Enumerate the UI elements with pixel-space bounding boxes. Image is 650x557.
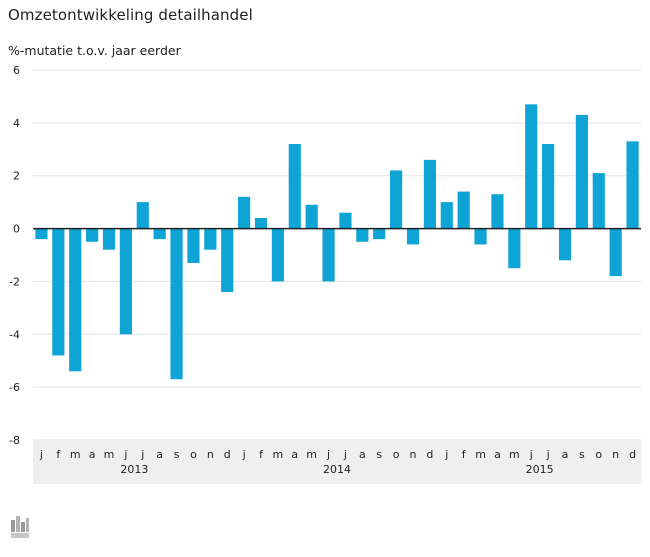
bar [626, 141, 639, 229]
x-tick-label: a [291, 448, 298, 461]
bar [457, 191, 470, 229]
y-tick-label: -4 [9, 328, 20, 341]
bar [406, 228, 420, 245]
bar [390, 170, 403, 229]
bar [542, 144, 555, 229]
bar [254, 218, 268, 229]
bar [609, 228, 622, 277]
bar [288, 144, 301, 229]
chart-title: Omzetontwikkeling detailhandel [8, 6, 253, 24]
bar [221, 228, 234, 292]
bar [86, 228, 99, 242]
x-tick-label: a [562, 448, 569, 461]
bar [153, 228, 166, 240]
x-tick-label: f [462, 448, 467, 461]
x-tick-label: o [393, 448, 400, 461]
bar [491, 194, 504, 229]
x-tick-label: d [629, 448, 636, 461]
x-axis-ticks: j f m a m j j a s o n d j f m a m j j a s o n d j f m a m j j a s o n d2013… [39, 448, 636, 476]
x-tick-label: m [70, 448, 81, 461]
y-tick-label: 6 [13, 64, 20, 77]
x-tick-label: j [546, 448, 550, 461]
bar [474, 228, 487, 245]
y-axis-ticks: -8 -6 -4 -2 0 2 4 6 [9, 64, 20, 447]
x-tick-label: m [273, 448, 284, 461]
x-tick-label: m [509, 448, 520, 461]
x-tick-label: j [444, 448, 448, 461]
x-tick-label: d [224, 448, 231, 461]
year-label: 2015 [526, 463, 554, 476]
bar [356, 228, 369, 242]
y-tick-label: 4 [13, 117, 20, 130]
x-tick-label: s [579, 448, 585, 461]
year-label: 2014 [323, 463, 351, 476]
x-tick-label: d [426, 448, 433, 461]
bars [35, 104, 639, 380]
cbs-logo-icon [11, 516, 29, 538]
bar [102, 228, 116, 250]
y-tick-label: 0 [13, 223, 20, 236]
bar [322, 228, 335, 282]
bar [238, 196, 251, 229]
bar [52, 228, 65, 356]
x-tick-label: s [376, 448, 382, 461]
x-tick-label: m [104, 448, 115, 461]
x-tick-label: j [343, 448, 347, 461]
y-tick-label: -6 [9, 381, 20, 394]
bar [305, 204, 318, 229]
bar [575, 114, 588, 229]
x-tick-label: a [494, 448, 501, 461]
x-tick-label: o [595, 448, 602, 461]
x-tick-label: m [475, 448, 486, 461]
y-tick-label: 2 [13, 170, 20, 183]
bar [525, 104, 538, 229]
x-tick-label: j [326, 448, 330, 461]
bar [423, 159, 436, 229]
x-tick-label: j [39, 448, 43, 461]
x-tick-label: s [174, 448, 180, 461]
x-tick-label: j [242, 448, 246, 461]
bar [558, 228, 572, 261]
bar [508, 228, 521, 269]
x-tick-label: o [190, 448, 197, 461]
x-tick-label: m [306, 448, 317, 461]
x-tick-label: n [612, 448, 619, 461]
bar [592, 173, 605, 229]
bar [35, 228, 48, 240]
year-label: 2013 [120, 463, 148, 476]
x-tick-label: f [259, 448, 264, 461]
y-tick-label: -2 [9, 275, 20, 288]
x-tick-label: n [207, 448, 214, 461]
bar [136, 202, 149, 229]
x-tick-label: j [123, 448, 127, 461]
x-tick-label: a [156, 448, 163, 461]
bar [440, 202, 453, 229]
bar [271, 228, 284, 282]
bar [187, 228, 200, 263]
bar [373, 228, 386, 240]
x-tick-label: n [410, 448, 417, 461]
y-axis-label: %-mutatie t.o.v. jaar eerder [8, 43, 181, 58]
bar [170, 228, 183, 380]
x-tick-label: j [529, 448, 533, 461]
x-axis-band [33, 440, 641, 484]
bar [119, 228, 132, 335]
x-tick-label: a [359, 448, 366, 461]
bar [339, 212, 352, 229]
x-tick-label: j [140, 448, 144, 461]
x-tick-label: f [56, 448, 61, 461]
bar [204, 228, 217, 250]
bar [69, 228, 82, 372]
y-tick-label: -8 [9, 434, 20, 447]
x-tick-label: a [89, 448, 96, 461]
